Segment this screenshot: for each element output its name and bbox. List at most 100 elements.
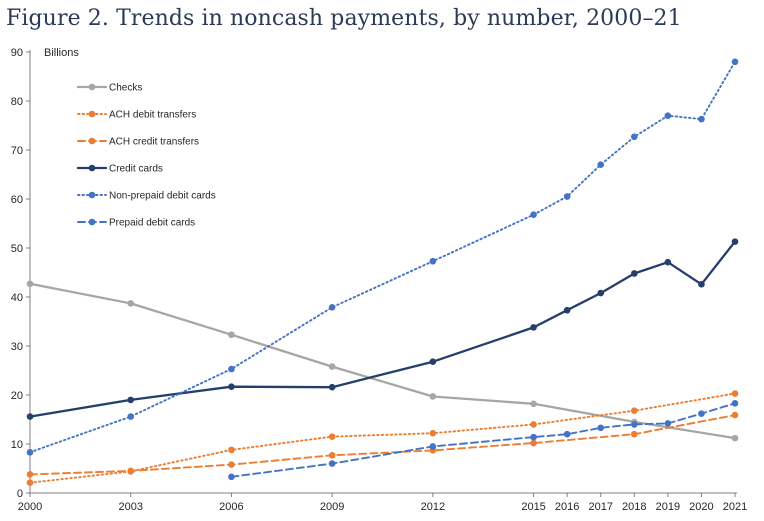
data-point	[563, 306, 571, 314]
legend-item-non-prepaid-debit-cards: Non-prepaid debit cards	[77, 191, 216, 202]
data-point	[328, 451, 336, 459]
data-point	[26, 449, 34, 456]
data-point	[597, 289, 605, 297]
legend-swatch-marker	[88, 83, 96, 91]
data-point	[731, 434, 739, 442]
data-point	[127, 467, 135, 475]
data-point	[429, 257, 437, 265]
data-point	[228, 331, 235, 339]
series-line	[29, 392, 736, 484]
data-point	[731, 411, 739, 419]
chart-title: Figure 2. Trends in noncash payments, by…	[6, 6, 682, 31]
data-point	[664, 420, 672, 427]
x-tick-label: 2021	[723, 501, 747, 513]
series-credit-cards	[26, 238, 739, 420]
data-point	[597, 161, 605, 168]
data-point	[530, 421, 537, 428]
legend-label: Credit cards	[109, 164, 163, 175]
data-point	[731, 400, 739, 407]
data-point	[563, 430, 571, 438]
data-point	[228, 446, 235, 454]
series-line	[28, 282, 737, 440]
data-point	[630, 407, 638, 414]
y-tick-label: 70	[11, 145, 23, 157]
data-point	[563, 193, 571, 200]
legend-swatch-marker	[88, 191, 96, 199]
series-prepaid-debit-cards	[228, 400, 739, 481]
y-tick-label: 90	[11, 47, 23, 59]
series-line	[29, 60, 736, 454]
legend-item-credit-cards: Credit cards	[76, 164, 163, 175]
legend-label: Non-prepaid debit cards	[109, 191, 216, 202]
data-point	[630, 430, 638, 438]
y-tick-label: 60	[11, 194, 23, 206]
data-point	[731, 390, 739, 397]
data-point	[228, 461, 235, 468]
data-point	[664, 112, 672, 119]
data-point	[228, 473, 235, 481]
data-point	[664, 258, 672, 266]
data-point	[731, 58, 739, 66]
legend-swatch-marker	[88, 218, 96, 226]
series-ach-credit-transfers	[26, 411, 739, 478]
x-tick-label: 2009	[320, 501, 344, 513]
data-point	[731, 238, 739, 245]
legend-label: ACH debit transfers	[109, 110, 196, 121]
x-tick-label: 2003	[118, 501, 142, 513]
legend-item-ach-debit-transfers: ACH debit transfers	[77, 110, 196, 121]
data-point	[127, 300, 135, 307]
y-tick-label: 80	[11, 96, 23, 108]
data-point	[630, 270, 638, 277]
data-point	[429, 429, 437, 437]
axes: 0 10 20 30 40 50 60 70 80 90 2000 2003 2006 2009 2012 2…	[11, 47, 747, 513]
legend-swatch-marker	[88, 164, 96, 172]
data-point	[127, 413, 135, 420]
legend-item-prepaid-debit-cards: Prepaid debit cards	[77, 218, 195, 229]
data-point	[630, 133, 638, 141]
series-line	[230, 402, 736, 478]
data-point	[328, 363, 336, 370]
data-point	[429, 358, 437, 365]
x-tick-label: 2017	[588, 501, 612, 513]
data-point	[429, 443, 437, 450]
y-axis-unit-label: Billions	[44, 47, 79, 59]
data-point	[530, 400, 537, 408]
x-tick-label: 2006	[219, 501, 243, 513]
data-point	[328, 303, 336, 311]
y-tick-label: 20	[11, 390, 23, 402]
data-point	[328, 383, 336, 391]
data-point	[228, 383, 235, 390]
legend-label: Checks	[109, 83, 142, 94]
legend-swatch-marker	[88, 137, 96, 145]
y-tick-label: 40	[11, 292, 23, 304]
data-point	[630, 421, 638, 428]
data-point	[26, 413, 34, 420]
x-tick-label: 2015	[521, 501, 545, 513]
x-tick-label: 2018	[622, 501, 646, 513]
legend-item-ach-credit-transfers: ACH credit transfers	[77, 137, 199, 148]
data-point	[429, 393, 437, 400]
data-point	[698, 115, 705, 123]
series-line	[28, 240, 737, 418]
data-point	[530, 433, 537, 441]
data-point	[26, 479, 34, 487]
data-point	[530, 211, 537, 218]
legend-item-checks: Checks	[76, 83, 142, 94]
data-point	[26, 471, 34, 478]
series-layer	[26, 58, 739, 487]
x-tick-label: 2016	[555, 501, 579, 513]
data-point	[597, 424, 605, 432]
data-point	[698, 280, 705, 288]
legend-swatch-marker	[88, 110, 96, 118]
x-tick-label: 2000	[18, 501, 42, 513]
data-point	[530, 324, 537, 331]
data-point	[698, 410, 705, 417]
x-tick-label: 2019	[656, 501, 680, 513]
y-tick-label: 10	[11, 439, 23, 451]
data-point	[530, 439, 537, 447]
series-non-prepaid-debit-cards	[26, 58, 739, 456]
data-point	[328, 433, 336, 440]
legend-label: ACH credit transfers	[109, 137, 199, 148]
data-point	[228, 365, 235, 373]
